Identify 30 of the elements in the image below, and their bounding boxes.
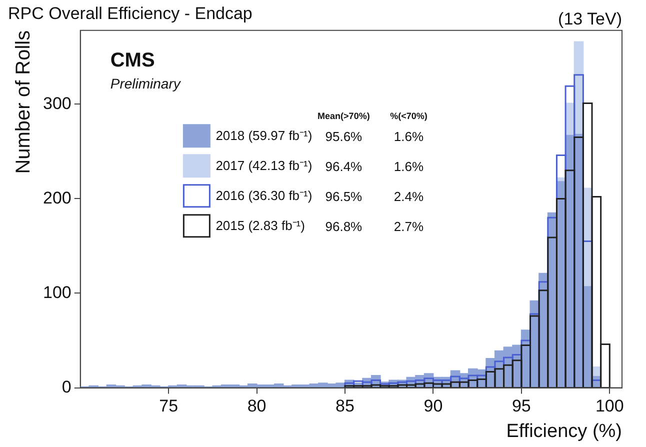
annotation: 2.7% xyxy=(394,218,424,234)
annotation: Mean(>70%) xyxy=(318,110,370,121)
x-tick-label: 75 xyxy=(159,396,178,416)
legend-label: 2018 (59.97 fb⁻¹) xyxy=(216,128,312,143)
text: (13 TeV) xyxy=(558,9,622,28)
y-tick-label: 100 xyxy=(42,282,72,302)
y-tick-label: 300 xyxy=(42,94,72,113)
legend-label: 2016 (36.30 fb⁻¹) xyxy=(216,188,312,203)
x-tick-label: 85 xyxy=(336,396,354,416)
annotation: 96.8% xyxy=(325,218,363,234)
annotation: 96.4% xyxy=(325,158,363,174)
annotation: 1.6% xyxy=(394,128,424,144)
y-tick-label: 0 xyxy=(62,377,72,396)
x-axis-title: Efficiency (%) xyxy=(506,420,622,442)
x-tick-label: 100 xyxy=(595,396,624,416)
annotation: CMS xyxy=(110,49,155,72)
annotation: Preliminary xyxy=(110,75,182,92)
legend-label: 2015 (2.83 fb⁻¹) xyxy=(216,218,305,233)
x-tick-label: 95 xyxy=(512,396,531,416)
annotation: 96.5% xyxy=(325,188,363,204)
annotation: 1.6% xyxy=(394,158,424,174)
annotation: 95.6% xyxy=(325,128,363,144)
y-axis-title: Number of Rolls xyxy=(12,30,35,174)
annotation: 2.4% xyxy=(394,188,424,204)
x-tick-label: 80 xyxy=(247,396,266,416)
chart-title: RPC Overall Efficiency - Endcap xyxy=(8,4,252,23)
x-tick-label: 90 xyxy=(424,396,443,416)
y-tick-label: 200 xyxy=(42,188,72,208)
annotation: %(<70%) xyxy=(390,110,428,121)
legend-label: 2017 (42.13 fb⁻¹) xyxy=(216,158,312,173)
